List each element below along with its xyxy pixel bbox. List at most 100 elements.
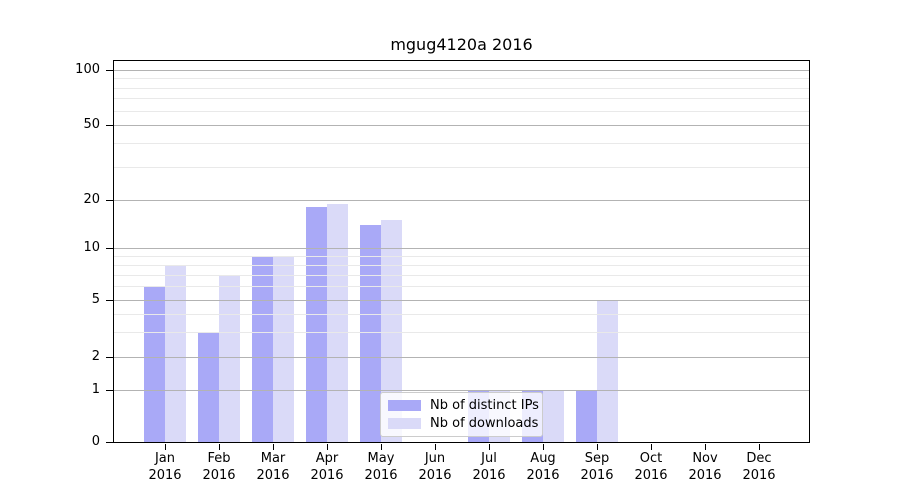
x-tick-year: 2016 [580, 468, 614, 483]
x-tick-mark [759, 444, 761, 450]
legend-item-distinct-ips: Nb of distinct IPs [388, 398, 539, 413]
major-gridline [114, 300, 809, 301]
x-tick-month: Dec [746, 451, 772, 466]
x-tick-mark [435, 444, 437, 450]
x-tick-year: 2016 [526, 468, 560, 483]
bar-downloads [543, 390, 564, 442]
y-tick-label: 10 [83, 240, 100, 255]
x-tick-year: 2016 [148, 468, 182, 483]
legend-swatch-downloads-icon [388, 418, 421, 429]
chart-title: mgug4120a 2016 [390, 35, 533, 54]
x-tick-mark [489, 444, 491, 450]
x-tick-mark [381, 444, 383, 450]
x-tick-year: 2016 [742, 468, 776, 483]
minor-gridline [114, 166, 809, 168]
y-tick-mark [106, 125, 113, 127]
major-gridline [114, 248, 809, 249]
x-tick-label: Oct 2016 [624, 450, 678, 484]
x-tick-month: Oct [639, 451, 663, 466]
legend: Nb of distinct IPs Nb of downloads [380, 392, 543, 437]
bar-distinct-ips [576, 390, 597, 442]
x-tick-mark [219, 444, 221, 450]
minor-gridline [114, 78, 809, 80]
x-tick-label: Jul 2016 [462, 450, 516, 484]
minor-gridline [114, 98, 809, 100]
y-tick-mark [106, 442, 113, 444]
bar-downloads [165, 264, 186, 442]
minor-gridline [114, 143, 809, 145]
legend-swatch-distinct-ips-icon [388, 400, 421, 411]
x-tick-label: Aug 2016 [516, 450, 570, 484]
x-tick-year: 2016 [364, 468, 398, 483]
x-tick-month: Jan [154, 451, 176, 466]
legend-item-downloads: Nb of downloads [388, 416, 539, 431]
major-gridline [114, 390, 809, 391]
minor-gridline [114, 274, 809, 276]
bar-distinct-ips [360, 224, 381, 442]
bar-distinct-ips [198, 331, 219, 442]
x-tick-year: 2016 [634, 468, 668, 483]
x-tick-mark [651, 444, 653, 450]
minor-gridline [114, 331, 809, 333]
x-tick-label: Nov 2016 [678, 450, 732, 484]
gridlines-layer [114, 61, 809, 442]
x-tick-month: Jul [481, 451, 497, 466]
y-tick-label: 5 [91, 292, 100, 307]
x-tick-mark [327, 444, 329, 450]
major-gridline [114, 70, 809, 71]
y-tick-mark [106, 248, 113, 250]
legend-label-downloads: Nb of downloads [430, 416, 539, 431]
y-tick-mark [106, 357, 113, 359]
x-tick-mark [273, 444, 275, 450]
x-tick-mark [705, 444, 707, 450]
minor-gridline [114, 313, 809, 315]
bar-downloads [597, 300, 618, 442]
y-tick-mark [106, 70, 113, 72]
y-tick-label: 0 [91, 434, 100, 449]
x-tick-month: Nov [692, 451, 718, 466]
x-tick-year: 2016 [256, 468, 290, 483]
x-tick-year: 2016 [310, 468, 344, 483]
major-gridline [114, 125, 809, 126]
minor-gridline [114, 110, 809, 112]
y-tick-mark [106, 300, 113, 302]
x-tick-year: 2016 [472, 468, 506, 483]
x-tick-label: Dec 2016 [732, 450, 786, 484]
x-tick-label: May 2016 [354, 450, 408, 484]
y-tick-label: 2 [91, 349, 100, 364]
y-tick-label: 100 [75, 62, 100, 77]
x-tick-label: Feb 2016 [192, 450, 246, 484]
x-tick-label: Jun 2016 [408, 450, 462, 484]
x-tick-label: Sep 2016 [570, 450, 624, 484]
x-tick-mark [165, 444, 167, 450]
bar-downloads [273, 255, 294, 442]
x-tick-mark [597, 444, 599, 450]
x-tick-label: Jan 2016 [138, 450, 192, 484]
bar-distinct-ips [144, 286, 165, 442]
x-tick-month: Feb [207, 451, 231, 466]
minor-gridline [114, 286, 809, 288]
x-tick-month: Sep [584, 451, 610, 466]
bar-distinct-ips [252, 255, 273, 442]
x-tick-month: Mar [260, 451, 286, 466]
bar-downloads [327, 203, 348, 442]
x-tick-mark [543, 444, 545, 450]
minor-gridline [114, 264, 809, 266]
y-tick-label: 50 [83, 117, 100, 132]
plot-area [113, 60, 810, 443]
y-tick-mark [106, 390, 113, 392]
major-gridline [114, 200, 809, 201]
x-tick-month: Aug [530, 451, 556, 466]
minor-gridline [114, 255, 809, 257]
x-tick-label: Mar 2016 [246, 450, 300, 484]
y-tick-label: 20 [83, 192, 100, 207]
x-tick-year: 2016 [418, 468, 452, 483]
x-tick-year: 2016 [202, 468, 236, 483]
x-tick-month: May [367, 451, 395, 466]
minor-gridline [114, 87, 809, 89]
bar-distinct-ips [306, 207, 327, 442]
x-tick-year: 2016 [688, 468, 722, 483]
x-tick-month: Apr [315, 451, 339, 466]
major-gridline [114, 357, 809, 358]
